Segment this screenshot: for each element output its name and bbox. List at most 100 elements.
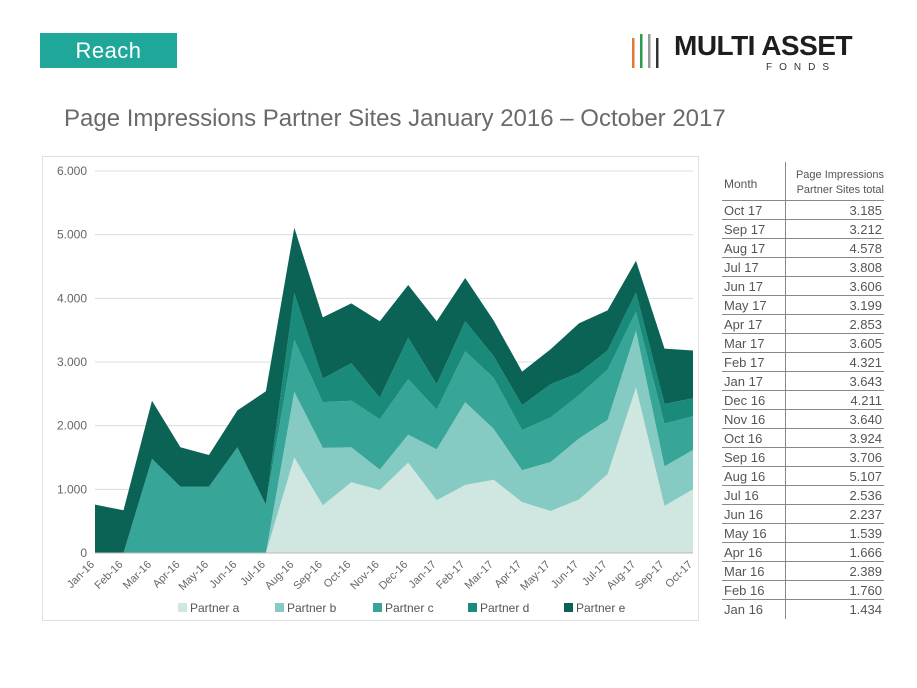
table-row: May 16 1.539 [722,524,884,543]
logo-subtitle: FONDS [766,62,836,73]
row-total: 3.185 [849,203,882,218]
x-tick-label: Jan-17 [407,559,439,591]
row-month: Jan 16 [724,602,764,617]
y-tick-label: 6.000 [57,164,87,178]
x-tick-label: Sep-16 [291,559,325,593]
row-total: 3.924 [849,431,882,446]
row-total: 2.389 [849,564,882,579]
legend-label: Partner c [385,601,434,615]
row-total: 3.606 [849,279,882,294]
table-row: Mar 16 2.389 [722,562,884,581]
logo-name: MULTI ASSET [674,30,853,61]
legend-swatch [468,603,477,612]
table-row: May 17 3.199 [722,296,884,315]
table-row: Sep 17 3.212 [722,220,884,239]
series-area-partner-a [95,387,693,553]
x-tick-label: Mar-17 [463,559,496,592]
chart-title: Page Impressions Partner Sites January 2… [64,105,726,132]
row-month: Mar 16 [724,564,765,579]
row-month: Feb 16 [724,583,765,598]
x-tick-label: Aug-16 [263,559,297,593]
stacked-area-chart: 01.0002.0003.0004.0005.0006.000Jan-16Feb… [57,164,695,615]
row-month: May 17 [724,298,767,313]
table-row: Nov 16 3.640 [722,410,884,429]
row-total: 3.808 [849,260,882,275]
row-month: Dec 16 [724,393,766,408]
x-tick-label: Nov-16 [348,559,382,593]
row-month: Oct 16 [724,431,763,446]
row-month: Jun 17 [724,279,764,294]
section-badge: Reach [40,33,177,68]
legend-swatch [373,603,382,612]
x-tick-label: Feb-16 [92,559,125,592]
row-total: 3.199 [849,298,882,313]
row-total: 3.640 [849,412,882,427]
legend-label: Partner e [576,601,626,615]
y-tick-label: 4.000 [57,291,87,305]
table-row: Jan 17 3.643 [722,372,884,391]
row-total: 1.760 [849,583,882,598]
row-month: Jan 17 [724,374,764,389]
table-row: Jul 16 2.536 [722,486,884,505]
table-row: Jul 17 3.808 [722,258,884,277]
x-tick-label: Sep-17 [633,559,667,593]
row-month: Mar 17 [724,336,765,351]
y-tick-label: 3.000 [57,355,87,369]
brand-logo: MULTI ASSET FONDS [630,30,885,77]
legend-swatch [275,603,284,612]
row-total: 3.706 [849,450,882,465]
row-total: 5.107 [849,469,882,484]
table-row: Aug 17 4.578 [722,239,884,258]
row-month: Apr 17 [724,317,763,332]
chart-area: 0 1.000 2.000 3.000 4.000 5.000 6.000 Jan-16 Feb… [42,156,699,621]
series-area-partner-b [95,330,693,553]
x-tick-label: May-16 [177,559,211,593]
row-month: Oct 17 [724,203,763,218]
row-month: Jun 16 [724,507,764,522]
table-row: Aug 16 5.107 [722,467,884,486]
totals-table: Month Page Impressions Partner Sites tot… [722,162,884,619]
x-tick-label: Jun-16 [207,559,239,591]
row-month: Nov 16 [724,412,766,427]
row-total: 2.237 [849,507,882,522]
x-tick-label: Oct-16 [322,559,354,591]
table-row: Jun 17 3.606 [722,277,884,296]
header-month: Month [724,177,758,191]
row-total: 1.434 [849,602,882,617]
row-total: 1.539 [849,526,882,541]
row-month: Jul 17 [724,260,759,275]
row-month: May 16 [724,526,767,541]
x-tick-label: Aug-17 [605,559,639,593]
legend-swatch [178,603,187,612]
table-row: Feb 17 4.321 [722,353,884,372]
table-header: Month Page Impressions Partner Sites tot… [722,162,884,201]
table-row: Mar 17 3.605 [722,334,884,353]
legend-label: Partner a [190,601,240,615]
x-tick-label: Dec-16 [377,559,411,593]
row-total: 3.212 [849,222,882,237]
x-tick-label: Feb-17 [434,559,467,592]
table-body: Oct 17 3.185 Sep 17 3.212 Aug 17 4.578 Jul 17 3… [722,201,884,619]
row-month: Feb 17 [724,355,765,370]
table-row: Jan 16 1.434 [722,600,884,619]
row-month: Aug 16 [724,469,766,484]
table-row: Feb 16 1.760 [722,581,884,600]
row-total: 4.578 [849,241,882,256]
x-tick-label: Mar-16 [121,559,154,592]
row-month: Aug 17 [724,241,766,256]
y-tick-label: 0 [80,546,87,560]
table-row: Dec 16 4.211 [722,391,884,410]
x-tick-label: Oct-17 [663,559,695,591]
table-row: Apr 16 1.666 [722,543,884,562]
x-tick-label: May-17 [518,559,552,593]
legend-label: Partner d [480,601,529,615]
row-month: Sep 16 [724,450,766,465]
row-month: Sep 17 [724,222,766,237]
table-row: Sep 16 3.706 [722,448,884,467]
table-row: Jun 16 2.237 [722,505,884,524]
row-total: 1.666 [849,545,882,560]
row-month: Jul 16 [724,488,759,503]
y-tick-label: 1.000 [57,482,87,496]
y-tick-label: 5.000 [57,228,87,242]
row-total: 2.853 [849,317,882,332]
